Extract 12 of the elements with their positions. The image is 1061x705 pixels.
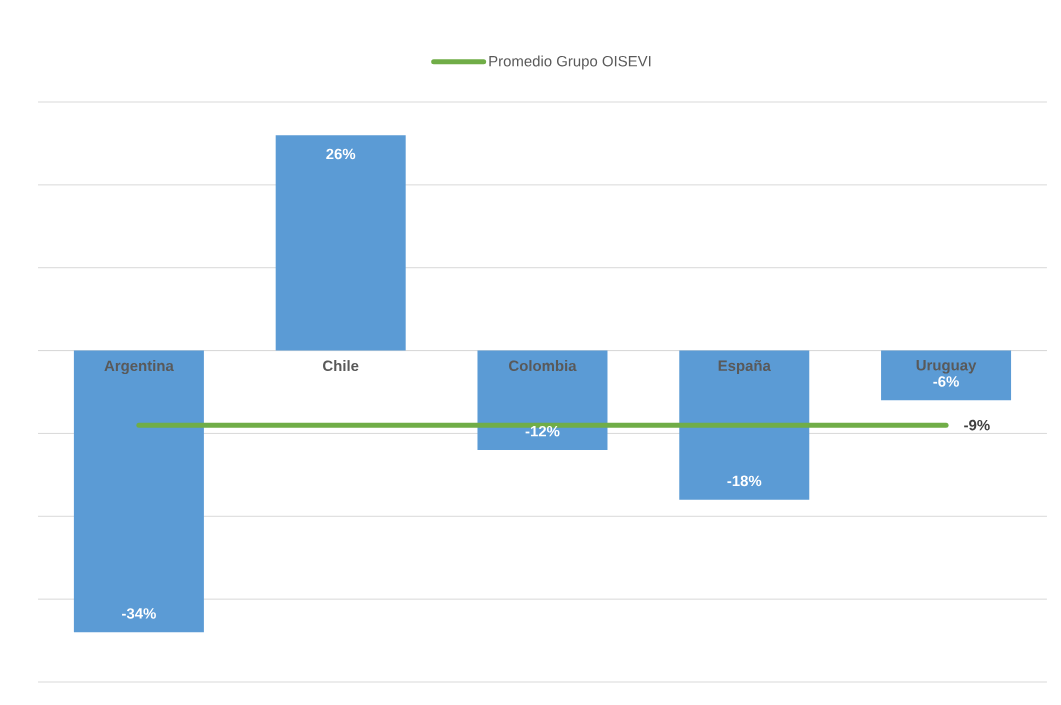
legend-label: Promedio Grupo OISEVI <box>489 55 651 70</box>
data-label: -12% <box>525 425 560 437</box>
x-tick-label: Argentina <box>104 360 174 375</box>
x-tick-label: Chile <box>323 360 359 372</box>
data-label: -6% <box>933 376 959 387</box>
data-label: -18% <box>727 475 762 487</box>
x-tick-label: Uruguay <box>916 360 977 374</box>
data-label: 26% <box>326 148 356 160</box>
x-tick-label: España <box>718 360 771 374</box>
data-label: -34% <box>122 608 156 619</box>
data-label: -9% <box>964 419 990 431</box>
x-tick-label: Colombia <box>509 360 577 372</box>
